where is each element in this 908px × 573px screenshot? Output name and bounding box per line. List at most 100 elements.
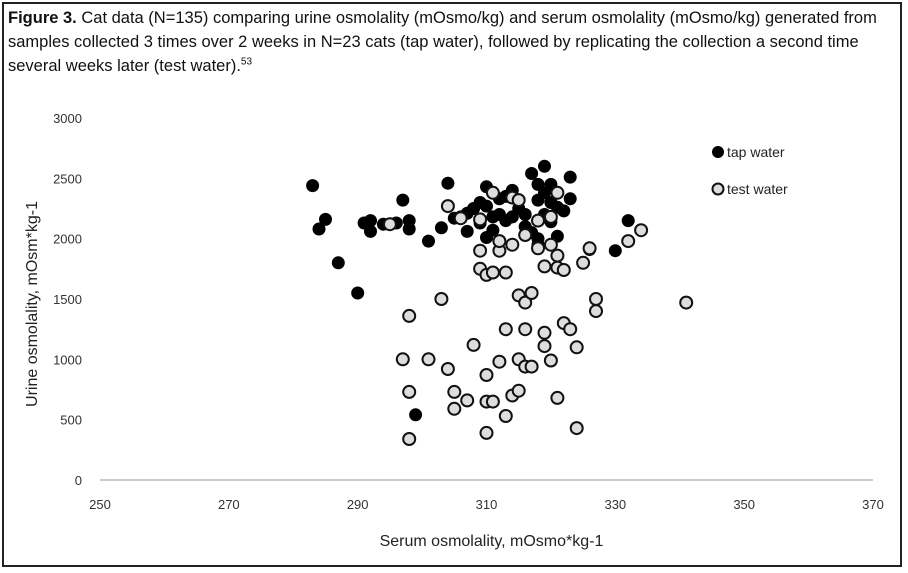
tap-water-point <box>364 224 377 238</box>
y-tick-label: 1000 <box>53 352 82 367</box>
test-water-point <box>518 228 533 242</box>
y-axis-label: Urine osmolality, mOsm*kg-1 <box>24 201 41 407</box>
test-water-point <box>621 234 636 249</box>
x-tick-label: 330 <box>604 497 626 512</box>
test-water-point <box>569 340 584 355</box>
tap-water-point <box>525 167 539 180</box>
test-water-point <box>440 199 455 214</box>
test-water-point <box>589 304 603 319</box>
tap-water-point <box>351 286 365 300</box>
test-water-point <box>524 359 539 374</box>
tap-water-point <box>306 179 320 193</box>
x-tick-label: 270 <box>218 497 240 512</box>
tap-water-point <box>364 214 377 228</box>
tap-water-point <box>608 244 622 258</box>
tap-water-point <box>422 234 435 248</box>
test-water-point <box>485 265 500 280</box>
test-water-point <box>531 241 545 256</box>
x-tick-label: 250 <box>89 497 111 512</box>
tap-water-point <box>396 193 410 207</box>
legend-test-water-label: test water <box>727 181 788 197</box>
y-tick-label: 2000 <box>53 232 82 247</box>
test-water-point <box>473 212 488 227</box>
x-tick-label: 310 <box>476 497 498 512</box>
test-water-point <box>421 352 436 367</box>
test-water-point <box>498 322 513 337</box>
test-water-point <box>492 234 507 249</box>
legend-tap-water-label: tap water <box>727 144 785 160</box>
test-water-point <box>479 425 494 440</box>
test-water-point <box>402 384 417 399</box>
test-water-point <box>453 211 468 226</box>
test-water-point <box>492 354 507 369</box>
test-water-point <box>447 384 462 399</box>
y-tick-label: 2500 <box>53 171 82 186</box>
test-water-point <box>485 185 500 200</box>
test-water-point <box>518 322 533 337</box>
test-water-point <box>447 401 462 416</box>
test-water-point <box>537 325 552 340</box>
test-water-point <box>550 248 565 263</box>
test-water-point <box>537 339 552 354</box>
test-water-point <box>434 292 449 306</box>
test-water-point <box>402 432 417 446</box>
test-water-point <box>466 337 481 352</box>
tap-water-point <box>312 222 326 236</box>
test-water-point <box>440 362 455 376</box>
figure-frame <box>2 2 902 567</box>
tap-water-point <box>480 199 493 213</box>
data-marks <box>306 159 694 446</box>
test-water-point <box>537 259 552 274</box>
test-water-point <box>550 185 565 200</box>
tap-water-point <box>409 408 423 422</box>
tap-water-point <box>331 256 345 270</box>
tap-water-point <box>441 176 455 190</box>
tap-water-point <box>460 224 474 238</box>
test-water-point <box>679 295 694 310</box>
y-tick-label: 0 <box>75 473 82 488</box>
test-water-point <box>543 353 558 368</box>
tap-water-point <box>434 221 448 235</box>
test-water-point <box>395 352 410 367</box>
y-tick-label: 500 <box>60 413 82 428</box>
test-water-point <box>505 237 520 252</box>
test-water-point <box>576 255 591 270</box>
test-water-point <box>518 295 533 310</box>
tap-water-point <box>486 223 500 237</box>
caption-reference: 53 <box>240 56 253 68</box>
caption-lead: Figure 3. <box>8 9 77 27</box>
y-tick-label: 1500 <box>53 292 82 307</box>
legend-tap-water-marker <box>712 146 724 158</box>
tap-water-point <box>402 214 416 228</box>
x-tick-label: 290 <box>347 497 369 512</box>
tap-water-point <box>518 208 532 221</box>
tap-water-point <box>538 159 551 173</box>
tap-water-point <box>319 212 332 226</box>
tap-water-point <box>563 170 577 184</box>
test-water-point <box>511 193 526 208</box>
tap-water-point <box>563 192 577 206</box>
legend-test-water-marker <box>711 182 725 196</box>
caption-text: Cat data (N=135) comparing urine osmolal… <box>8 9 877 75</box>
test-water-point <box>402 308 417 323</box>
test-water-point <box>589 292 603 306</box>
test-water-point <box>498 265 513 280</box>
y-tick-label: 3000 <box>53 111 82 126</box>
test-water-point <box>563 322 578 337</box>
test-water-point <box>485 394 500 409</box>
test-water-point <box>511 383 526 398</box>
test-water-point <box>473 243 488 258</box>
tap-water-point <box>621 214 635 228</box>
test-water-point <box>582 241 597 256</box>
test-water-point <box>569 421 584 436</box>
legend: tap water test water <box>711 144 788 197</box>
test-water-point <box>498 409 513 423</box>
test-water-point <box>634 223 649 238</box>
test-water-point <box>382 217 397 232</box>
test-water-point <box>531 213 545 228</box>
x-tick-label: 370 <box>862 497 884 512</box>
test-water-point <box>524 286 539 300</box>
test-water-point <box>550 390 565 405</box>
test-water-point <box>460 393 475 408</box>
